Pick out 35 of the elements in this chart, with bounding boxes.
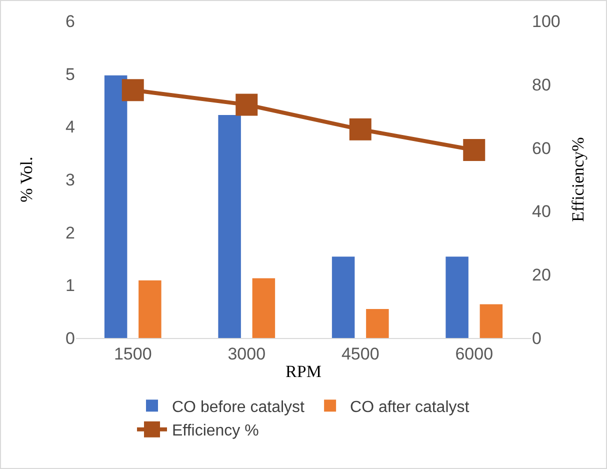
point xyxy=(463,139,486,162)
bar xyxy=(252,278,276,338)
y-tick-label: 0 xyxy=(66,328,75,348)
point xyxy=(122,79,144,102)
x-tick-label: 3000 xyxy=(228,344,266,364)
y-tick-label: 2 xyxy=(66,223,75,242)
bar xyxy=(218,115,241,338)
y2-tick-label: 0 xyxy=(532,328,542,348)
y-tick-label: 5 xyxy=(66,64,75,84)
y2-tick-label: 60 xyxy=(532,138,551,158)
y-tick-label: 3 xyxy=(66,170,75,190)
legend-label: CO before catalyst xyxy=(172,398,306,416)
y2-tick-label: 40 xyxy=(532,202,551,222)
bar xyxy=(446,256,468,338)
y2-tick-label: 100 xyxy=(532,12,560,31)
legend-label: Efficiency % xyxy=(172,422,259,440)
point xyxy=(236,94,258,116)
y2-tick-label: 80 xyxy=(532,75,551,94)
bar xyxy=(366,308,389,338)
y-tick-label: 4 xyxy=(66,118,75,137)
x-tick-label: 1500 xyxy=(114,344,152,364)
bar xyxy=(480,304,503,338)
y-tick-label: 1 xyxy=(66,276,75,296)
bar xyxy=(332,256,355,338)
y-tick-label: 6 xyxy=(66,12,75,31)
y2-axis-title: Efficiency% xyxy=(568,137,588,222)
legend-label: CO after catalyst xyxy=(350,398,470,416)
y2-tick-label: 20 xyxy=(532,266,551,285)
point xyxy=(349,118,372,140)
x-tick-label: 6000 xyxy=(455,344,494,364)
bar xyxy=(138,280,162,338)
x-axis-title: RPM xyxy=(286,362,322,381)
bar xyxy=(104,75,128,338)
x-tick-label: 4500 xyxy=(341,344,380,364)
y-axis-title: % Vol. xyxy=(17,156,36,202)
